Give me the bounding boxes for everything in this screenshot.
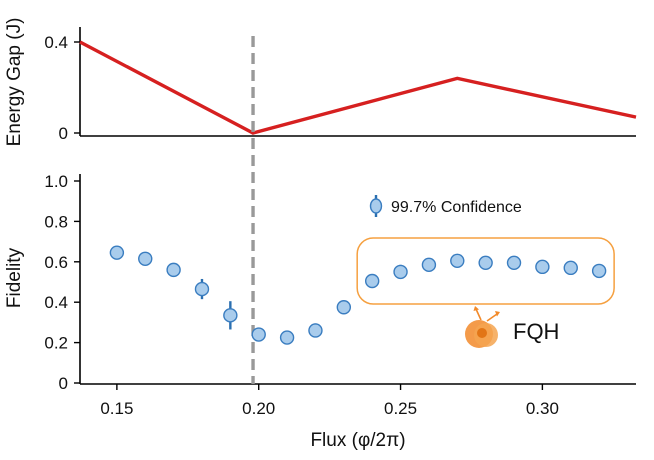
bottom-y-axis-label: Fidelity [4, 247, 25, 308]
top-y-ticks: 00.4 [44, 33, 80, 143]
bottom-y-tick-label: 0.8 [44, 212, 68, 231]
fidelity-marker [194, 281, 210, 297]
data-point [279, 330, 295, 345]
bottom-y-tick-label: 0.6 [44, 253, 68, 272]
data-point [336, 300, 352, 315]
data-point [138, 251, 153, 266]
fidelity-marker [223, 308, 238, 323]
fidelity-marker [364, 273, 380, 289]
bottom-y-tick-label: 0 [59, 374, 68, 393]
fidelity-marker [138, 251, 153, 266]
fidelity-points [109, 245, 607, 345]
legend-marker [369, 198, 383, 214]
fqh-label: FQH [513, 319, 559, 344]
fidelity-marker [506, 255, 522, 271]
data-point [591, 263, 607, 279]
bottom-x-ticks: 0.15 0.20 0.25 0.30 [100, 384, 559, 418]
data-point [251, 327, 266, 342]
x-tick-label: 0.15 [100, 399, 133, 418]
top-y-tick-label: 0 [59, 124, 68, 143]
x-axis-label: Flux (φ/2π) [310, 430, 405, 451]
fidelity-marker [166, 262, 181, 278]
fidelity-marker [563, 260, 578, 276]
data-point [450, 253, 465, 268]
fidelity-marker [478, 255, 493, 271]
data-point [563, 260, 578, 276]
bottom-y-tick-label: 0.2 [44, 334, 68, 353]
top-y-axis-label: Energy Gap (J) [4, 18, 25, 147]
legend-label: 99.7% Confidence [391, 199, 522, 216]
data-point [166, 262, 181, 278]
top-y-tick-label: 0.4 [44, 33, 68, 52]
fqh-annotation: FQH [465, 306, 559, 348]
fidelity-marker [421, 257, 437, 273]
fqh-particle-icon [465, 306, 500, 348]
x-tick-label: 0.30 [526, 399, 559, 418]
fidelity-marker [109, 245, 125, 260]
fqh-highlight-box [356, 237, 615, 305]
data-point [506, 255, 522, 271]
legend: 99.7% Confidence [369, 195, 522, 217]
data-point [194, 278, 210, 300]
data-point [478, 255, 493, 271]
data-point [223, 301, 238, 330]
data-point [535, 259, 550, 275]
fidelity-marker [308, 323, 323, 338]
data-point [393, 264, 408, 280]
data-point [364, 273, 380, 289]
bottom-y-tick-label: 1.0 [44, 172, 68, 191]
bottom-y-ticks: 0 0.2 0.4 0.6 0.8 1.0 [44, 172, 80, 393]
data-point [109, 245, 125, 260]
fidelity-marker [450, 253, 465, 268]
fidelity-marker [591, 263, 607, 279]
fidelity-marker [535, 259, 550, 275]
energy-gap-line [79, 40, 637, 135]
fidelity-marker [336, 300, 352, 315]
x-tick-label: 0.20 [242, 399, 275, 418]
fidelity-marker [251, 327, 266, 342]
data-point [421, 257, 437, 273]
fidelity-marker [393, 264, 408, 280]
data-point [308, 323, 323, 338]
fidelity-marker [279, 330, 295, 345]
x-tick-label: 0.25 [384, 399, 417, 418]
bottom-y-tick-label: 0.4 [44, 293, 68, 312]
